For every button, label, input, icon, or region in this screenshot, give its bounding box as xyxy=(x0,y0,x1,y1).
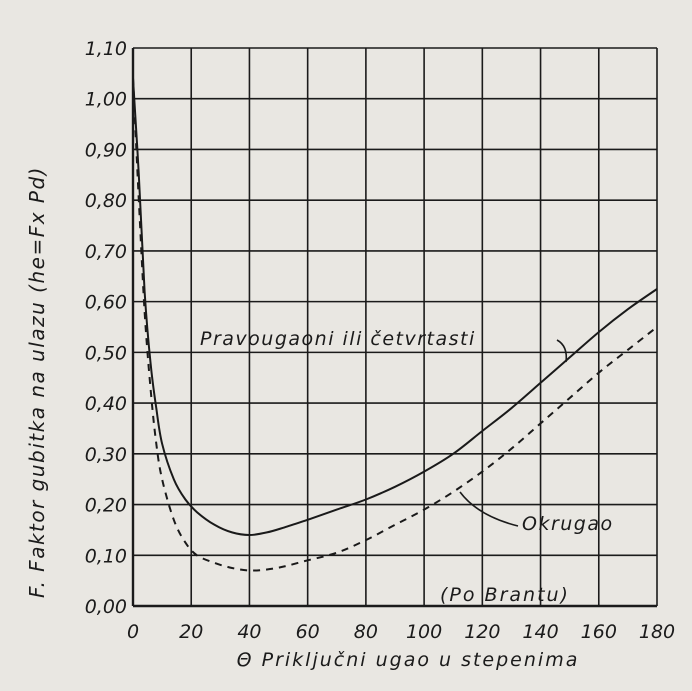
source-note: (Po Brantu) xyxy=(440,584,570,606)
x-tick-label: 180 xyxy=(639,621,675,643)
y-tick-labels: 0,00 0,10 0,20 0,30 0,40 0,50 0,60 0,70 0,80 0,90… xyxy=(85,38,127,618)
y-axis-label: F. Faktor gubitka na ulazu (he=Fx Pd) xyxy=(25,166,49,598)
x-tick-label: 80 xyxy=(354,621,378,643)
x-tick-label: 60 xyxy=(296,621,320,643)
y-tick-label: 1,10 xyxy=(85,38,127,60)
pointer-round xyxy=(459,491,519,527)
y-tick-label: 0,70 xyxy=(85,241,127,263)
grid-lines xyxy=(131,47,658,608)
x-tick-labels: 0 20 40 60 80 100 120 140 160 180 xyxy=(127,621,675,643)
y-tick-label: 0,20 xyxy=(85,495,127,517)
series-lines xyxy=(132,78,658,572)
label-rectangular: Pravougaoni ili četvrtasti xyxy=(200,328,476,350)
y-tick-label: 0,00 xyxy=(85,596,127,618)
x-tick-label: 100 xyxy=(406,621,442,643)
y-tick-label: 0,30 xyxy=(85,444,127,466)
x-tick-label: 40 xyxy=(237,621,261,643)
y-tick-label: 0,50 xyxy=(85,342,127,364)
x-tick-label: 140 xyxy=(522,621,558,643)
y-tick-label: 0,60 xyxy=(85,292,127,314)
series-line-round xyxy=(132,78,658,572)
pointer-rect xyxy=(556,339,568,363)
y-tick-label: 0,80 xyxy=(85,190,127,212)
y-tick-label: 1,00 xyxy=(85,89,127,111)
y-tick-label: 0,40 xyxy=(85,393,127,415)
y-tick-label: 0,90 xyxy=(85,139,127,161)
x-tick-label: 120 xyxy=(464,621,500,643)
x-tick-label: 0 xyxy=(127,621,139,643)
y-tick-label: 0,10 xyxy=(85,545,127,567)
series-line-rectangular xyxy=(132,78,658,537)
label-round: Okrugao xyxy=(522,513,614,535)
x-tick-label: 20 xyxy=(179,621,203,643)
x-tick-label: 160 xyxy=(581,621,617,643)
x-axis-label: Θ Priključni ugao u stepenima xyxy=(237,649,580,671)
